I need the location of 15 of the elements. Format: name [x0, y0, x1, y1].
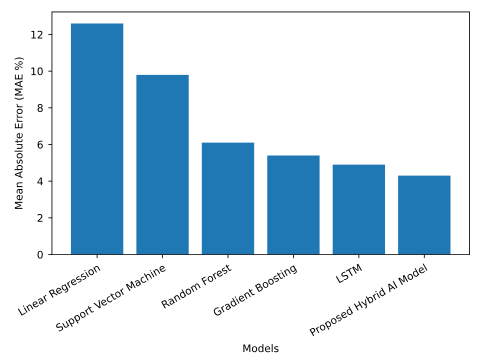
bar — [70, 23, 124, 254]
x-axis-title: Models — [243, 344, 279, 352]
y-tick-label: 8 — [38, 104, 43, 112]
bar — [202, 142, 254, 254]
bar — [267, 155, 320, 254]
y-axis-title: Mean Absolute Error (MAE %) — [14, 57, 24, 209]
y-tick-label: 4 — [37, 178, 43, 186]
bar — [332, 164, 386, 254]
y-tick-label: 12 — [31, 30, 42, 38]
y-tick-label: 6 — [38, 140, 43, 149]
y-tick-label: 0 — [38, 250, 43, 259]
bar — [136, 74, 189, 254]
y-tick-label: 10 — [31, 67, 43, 76]
y-tick-label: 2 — [38, 214, 42, 222]
bar — [398, 176, 450, 254]
